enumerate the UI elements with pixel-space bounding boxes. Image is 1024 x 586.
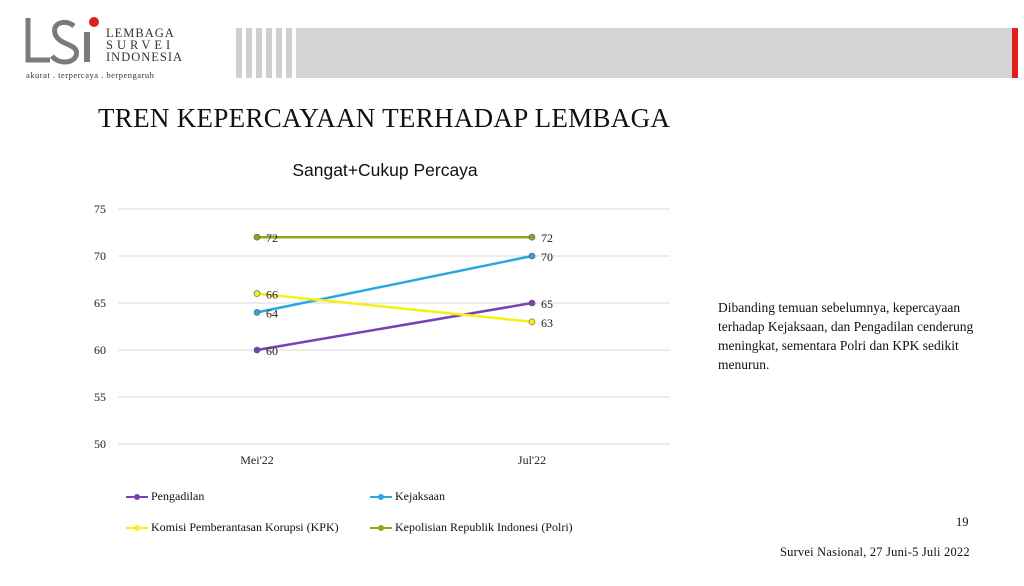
legend-swatch: [370, 523, 392, 533]
x-tick-label: Jul'22: [518, 453, 546, 467]
data-point: [253, 309, 261, 316]
data-label: 65: [541, 297, 553, 311]
logo-line-3: INDONESIA: [106, 50, 184, 64]
survey-label: Survei Nasional, 27 Juni-5 Juli 2022: [780, 545, 970, 559]
data-point: [253, 290, 261, 297]
y-tick-label: 75: [94, 202, 106, 216]
data-label: 64: [266, 306, 278, 320]
data-label: 70: [541, 250, 553, 264]
data-label: 66: [266, 288, 278, 302]
lsi-logo-mark: [25, 17, 99, 65]
legend-label: Kepolisian Republik Indonesi (Polri): [395, 520, 573, 534]
data-point: [528, 233, 536, 241]
header-bar: [232, 28, 1012, 78]
y-tick-label: 70: [94, 249, 106, 263]
logo-tagline: akurat . terpercaya . berpengaruh: [26, 70, 155, 80]
page-number: 19: [956, 515, 969, 529]
logo-line-2: SURVEI: [106, 38, 175, 52]
logo-text: LEMBAGA SURVEI INDONESIA: [106, 26, 184, 64]
page-title: TREN KEPERCAYAAN TERHADAP LEMBAGA: [98, 103, 671, 133]
summary-note: Dibanding temuan sebelumnya, kepercayaan…: [718, 300, 974, 372]
series-line: [256, 254, 533, 314]
data-point: [253, 233, 261, 241]
x-tick-label: Mei'22: [240, 453, 274, 467]
legend-item: Kejaksaan: [370, 489, 445, 504]
data-label: 72: [266, 231, 278, 245]
data-point: [528, 252, 536, 260]
logo-line-1: LEMBAGA: [106, 26, 175, 40]
series-line: [256, 301, 533, 352]
data-point: [528, 318, 536, 326]
chart-title: Sangat+Cukup Percaya: [292, 160, 478, 180]
series-line: [256, 292, 533, 324]
y-tick-label: 60: [94, 343, 106, 357]
header-accent-bar: [1012, 28, 1018, 78]
legend-item: Pengadilan: [126, 489, 204, 504]
legend-label: Kejaksaan: [395, 489, 445, 503]
lsi-logo: [24, 14, 224, 84]
legend-label: Pengadilan: [151, 489, 205, 503]
legend-swatch: [126, 492, 148, 502]
y-tick-label: 50: [94, 437, 106, 451]
data-point: [528, 299, 536, 307]
legend-swatch: [370, 492, 392, 502]
data-label: 63: [541, 316, 553, 330]
data-label: 72: [541, 231, 553, 245]
legend-item: Komisi Pemberantasan Korupsi (KPK): [126, 520, 339, 535]
y-tick-label: 55: [94, 390, 106, 404]
y-tick-label: 65: [94, 296, 106, 310]
legend-swatch: [126, 523, 148, 533]
legend-item: Kepolisian Republik Indonesi (Polri): [370, 520, 573, 535]
data-label: 60: [266, 344, 278, 358]
header-stripes: [232, 28, 302, 78]
data-point: [253, 346, 261, 354]
legend-label: Komisi Pemberantasan Korupsi (KPK): [151, 520, 339, 534]
